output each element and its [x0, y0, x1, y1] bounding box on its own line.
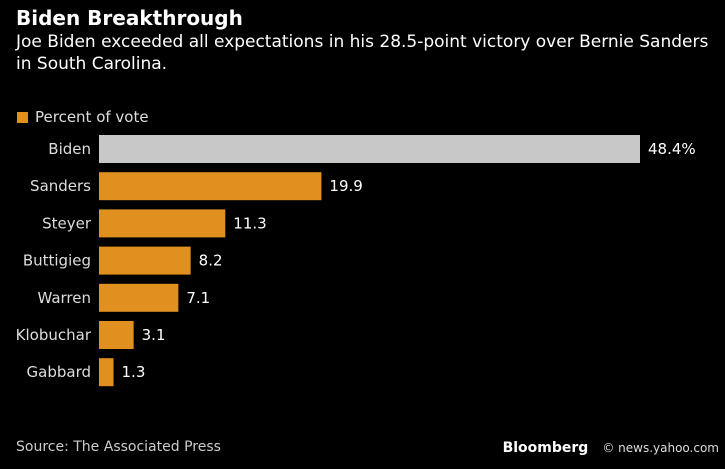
data-label: 3.1: [142, 326, 166, 344]
legend-swatch: [17, 111, 28, 123]
bar-steyer: [99, 209, 226, 238]
bar-buttigieg: [99, 246, 191, 275]
category-label: Warren: [37, 289, 91, 307]
chart-subtitle: Joe Biden exceeded all expectations in h…: [16, 32, 709, 74]
bar-sanders: [99, 172, 322, 201]
category-label: Biden: [48, 140, 91, 158]
data-label: 19.9: [329, 177, 362, 195]
data-label: 1.3: [122, 363, 146, 381]
data-label: 8.2: [199, 252, 223, 270]
category-label: Buttigieg: [23, 252, 91, 270]
legend-label: Percent of vote: [35, 108, 149, 126]
category-label: Klobuchar: [16, 326, 92, 344]
bar-klobuchar: [99, 321, 134, 349]
bar-gabbard: [99, 358, 114, 387]
legend: Percent of vote: [17, 108, 149, 126]
source-note: Source: The Associated Press: [16, 439, 221, 455]
chart-title: Biden Breakthrough: [16, 6, 243, 30]
data-label: 11.3: [233, 214, 266, 232]
category-label: Sanders: [30, 177, 91, 195]
category-label: Steyer: [42, 214, 92, 232]
data-label: 7.1: [186, 289, 210, 307]
bar-biden: [99, 135, 640, 163]
credit-watermark: © news.yahoo.com: [602, 441, 719, 455]
data-label: 48.4%: [648, 140, 696, 158]
category-label: Gabbard: [27, 363, 91, 381]
bloomberg-logo: Bloomberg: [502, 440, 589, 456]
footer-right: Bloomberg © news.yahoo.com: [503, 440, 719, 456]
bar-warren: [99, 283, 179, 312]
